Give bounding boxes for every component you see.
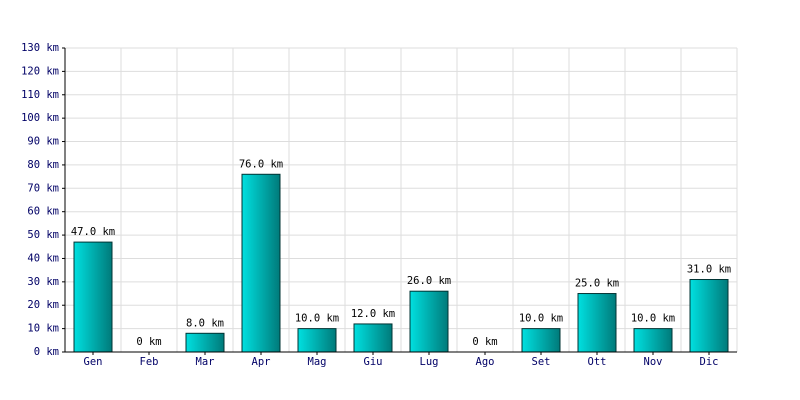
value-label: 26.0 km [407,275,451,287]
bar [241,173,281,353]
bar [521,328,561,353]
value-label: 12.0 km [351,308,395,320]
value-label: 8.0 km [186,317,224,329]
y-tick-label: 60 km [27,206,59,218]
value-label: 76.0 km [239,158,283,170]
value-label: 47.0 km [71,226,115,238]
y-tick-label: 30 km [27,276,59,288]
x-tick-label: Mar [196,356,215,368]
x-tick-label: Dic [700,356,719,368]
x-tick-label: Feb [140,356,159,368]
y-tick-label: 50 km [27,229,59,241]
bar [353,323,393,353]
bar [185,332,225,353]
bar [73,241,113,353]
x-tick-label: Ago [476,356,495,368]
x-tick-label: Lug [420,356,439,368]
x-tick-label: Nov [644,356,663,368]
bar [577,293,617,353]
x-tick-label: Gen [84,356,103,368]
y-tick-label: 0 km [34,346,59,358]
x-tick-label: Set [532,356,551,368]
value-label: 10.0 km [519,313,563,325]
bar [633,328,673,353]
value-label: 0 km [472,336,497,348]
y-tick-label: 70 km [27,182,59,194]
value-label: 0 km [136,336,161,348]
y-tick-label: 120 km [21,65,59,77]
bar [689,279,729,353]
value-label: 25.0 km [575,278,619,290]
bar [297,328,337,353]
value-label: 31.0 km [687,264,731,276]
y-tick-label: 90 km [27,136,59,148]
y-tick-label: 10 km [27,323,59,335]
y-tick-label: 100 km [21,112,59,124]
bar [409,290,449,353]
y-tick-label: 40 km [27,252,59,264]
y-tick-label: 20 km [27,299,59,311]
y-tick-label: 110 km [21,89,59,101]
x-tick-label: Apr [252,356,271,368]
value-label: 10.0 km [295,313,339,325]
x-tick-label: Giu [364,356,383,368]
y-tick-label: 130 km [21,42,59,54]
x-tick-label: Mag [308,356,327,368]
x-tick-label: Ott [588,356,607,368]
value-label: 10.0 km [631,313,675,325]
y-tick-label: 80 km [27,159,59,171]
